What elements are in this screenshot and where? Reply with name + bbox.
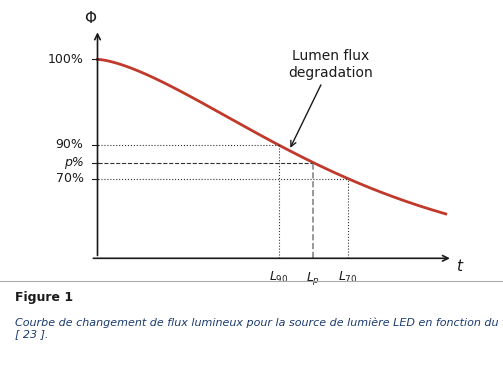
Text: 100%: 100%: [48, 53, 83, 66]
Text: p%: p%: [64, 156, 83, 169]
Text: 90%: 90%: [56, 138, 83, 151]
Text: $L_p$: $L_p$: [306, 270, 320, 287]
Text: $t$: $t$: [456, 258, 465, 274]
Text: $L_{90}$: $L_{90}$: [269, 270, 288, 285]
Text: $\Phi$: $\Phi$: [84, 10, 97, 25]
Text: 70%: 70%: [55, 172, 83, 185]
Text: Courbe de changement de flux lumineux pour la source de lumière LED en fonction : Courbe de changement de flux lumineux po…: [15, 317, 503, 339]
Text: Lumen flux
degradation: Lumen flux degradation: [288, 49, 373, 146]
Text: Figure 1: Figure 1: [15, 291, 73, 304]
Text: $L_{70}$: $L_{70}$: [339, 270, 358, 285]
